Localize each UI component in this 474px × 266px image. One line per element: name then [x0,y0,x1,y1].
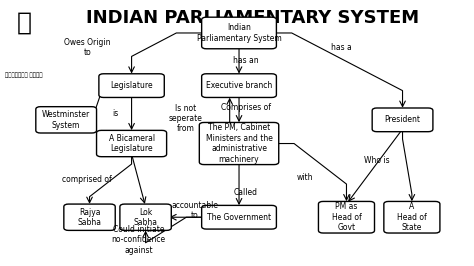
Text: Is not
seperate
from: Is not seperate from [168,104,202,134]
Text: The PM, Cabinet
Ministers and the
administrative
machinery: The PM, Cabinet Ministers and the admini… [206,123,273,164]
FancyBboxPatch shape [384,201,440,233]
Text: Executive branch: Executive branch [206,81,272,90]
Text: is: is [112,109,118,118]
Text: सत्यमेव जयते: सत्यमेव जयते [5,72,43,78]
Text: has a: has a [331,43,352,52]
FancyBboxPatch shape [36,107,97,133]
FancyBboxPatch shape [201,74,276,97]
Text: Who is: Who is [364,156,390,165]
FancyBboxPatch shape [319,201,374,233]
FancyBboxPatch shape [372,108,433,132]
FancyBboxPatch shape [120,204,171,230]
Text: President: President [384,115,420,124]
Text: comprised of: comprised of [62,174,112,184]
Text: Rajya
Sabha: Rajya Sabha [78,207,101,227]
Text: has an: has an [233,56,259,65]
Text: Comprises of: Comprises of [221,103,271,113]
Text: Legislature: Legislature [110,81,153,90]
Text: PM as
Head of
Govt: PM as Head of Govt [332,202,361,232]
Text: A
Head of
State: A Head of State [397,202,427,232]
Text: Called: Called [234,188,258,197]
FancyBboxPatch shape [201,205,276,229]
FancyBboxPatch shape [201,17,276,49]
Text: with: with [296,173,313,182]
FancyBboxPatch shape [64,204,115,230]
Text: The Government: The Government [207,213,271,222]
Text: 🏛: 🏛 [17,10,32,34]
Text: INDIAN PARLIAMENTARY SYSTEM: INDIAN PARLIAMENTARY SYSTEM [86,9,419,27]
Text: A Bicameral
Legislature: A Bicameral Legislature [109,134,155,153]
Text: Owes Origin
to: Owes Origin to [64,38,110,57]
Text: Could initiate
no-confidence
against: Could initiate no-confidence against [111,225,165,255]
FancyBboxPatch shape [97,130,167,157]
Text: Westminster
System: Westminster System [42,110,91,130]
Text: Lok
Sabha: Lok Sabha [134,207,157,227]
FancyBboxPatch shape [99,74,164,97]
Text: accountable
to: accountable to [171,201,218,220]
Text: Indian
Parliamentary System: Indian Parliamentary System [197,23,282,43]
FancyBboxPatch shape [200,122,279,165]
